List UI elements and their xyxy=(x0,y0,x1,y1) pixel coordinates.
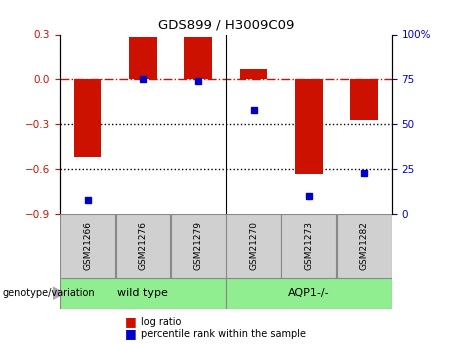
Text: GSM21282: GSM21282 xyxy=(360,221,369,270)
Text: GSM21273: GSM21273 xyxy=(304,221,313,270)
Text: percentile rank within the sample: percentile rank within the sample xyxy=(141,329,306,339)
Bar xyxy=(240,69,267,79)
Text: genotype/variation: genotype/variation xyxy=(2,288,95,298)
Title: GDS899 / H3009C09: GDS899 / H3009C09 xyxy=(158,19,294,32)
Text: GSM21276: GSM21276 xyxy=(138,221,148,270)
Text: log ratio: log ratio xyxy=(141,317,181,326)
Bar xyxy=(60,278,225,309)
Bar xyxy=(74,79,101,157)
Text: wild type: wild type xyxy=(118,288,168,298)
Bar xyxy=(184,37,212,79)
Text: GSM21266: GSM21266 xyxy=(83,221,92,270)
Bar xyxy=(350,79,378,120)
Text: GSM21279: GSM21279 xyxy=(194,221,203,270)
Text: AQP1-/-: AQP1-/- xyxy=(288,288,330,298)
Text: ■: ■ xyxy=(124,327,136,341)
Text: GSM21270: GSM21270 xyxy=(249,221,258,270)
Bar xyxy=(226,214,281,278)
Bar xyxy=(60,214,115,278)
Bar xyxy=(337,214,391,278)
Bar xyxy=(171,214,225,278)
Bar xyxy=(116,214,170,278)
Bar xyxy=(295,79,323,174)
Bar xyxy=(129,38,157,79)
Text: ■: ■ xyxy=(124,315,136,328)
Polygon shape xyxy=(53,287,65,299)
Bar xyxy=(226,278,391,309)
Bar xyxy=(282,214,336,278)
